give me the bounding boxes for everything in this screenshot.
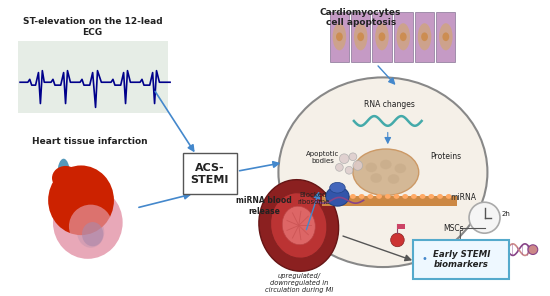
Bar — [398, 224, 405, 229]
FancyBboxPatch shape — [351, 12, 370, 62]
Ellipse shape — [437, 194, 443, 199]
Ellipse shape — [324, 194, 329, 199]
Ellipse shape — [336, 33, 343, 41]
FancyBboxPatch shape — [372, 12, 392, 62]
FancyBboxPatch shape — [436, 12, 455, 62]
Ellipse shape — [388, 174, 399, 184]
Ellipse shape — [397, 23, 410, 50]
Circle shape — [345, 166, 353, 174]
Circle shape — [349, 153, 357, 161]
Circle shape — [528, 245, 538, 255]
FancyBboxPatch shape — [415, 12, 434, 62]
Ellipse shape — [80, 166, 90, 186]
Ellipse shape — [442, 33, 449, 41]
Ellipse shape — [439, 23, 453, 50]
FancyBboxPatch shape — [329, 12, 349, 62]
Ellipse shape — [421, 33, 428, 41]
Text: upregulated/
downregulated in
circulation during MI: upregulated/ downregulated in circulatio… — [265, 273, 333, 293]
Ellipse shape — [428, 194, 434, 199]
Ellipse shape — [278, 78, 487, 267]
Ellipse shape — [370, 173, 382, 183]
Text: Early STEMI
biomarkers: Early STEMI biomarkers — [432, 250, 490, 269]
Ellipse shape — [350, 194, 356, 199]
Ellipse shape — [333, 194, 338, 199]
Ellipse shape — [367, 194, 373, 199]
Ellipse shape — [48, 165, 114, 235]
Text: Blocked
ribosome: Blocked ribosome — [297, 192, 329, 205]
Ellipse shape — [82, 222, 103, 246]
Text: Cardiomyocytes
cell apoptosis: Cardiomyocytes cell apoptosis — [320, 8, 402, 27]
Ellipse shape — [411, 194, 417, 199]
Ellipse shape — [282, 206, 315, 245]
Circle shape — [353, 161, 362, 170]
Text: miRNA blood
release: miRNA blood release — [236, 197, 292, 216]
Ellipse shape — [69, 205, 113, 248]
Ellipse shape — [57, 159, 70, 190]
Ellipse shape — [358, 33, 364, 41]
Text: Proteins: Proteins — [430, 152, 461, 161]
Text: ST-elevation on the 12-lead
ECG: ST-elevation on the 12-lead ECG — [23, 17, 162, 37]
Circle shape — [390, 233, 404, 247]
Text: Heart tissue infarction: Heart tissue infarction — [32, 137, 147, 147]
Circle shape — [339, 154, 349, 163]
Ellipse shape — [329, 182, 345, 193]
Ellipse shape — [342, 194, 347, 199]
Ellipse shape — [53, 186, 123, 259]
Text: Apoptotic
bodies: Apoptotic bodies — [306, 151, 340, 164]
Ellipse shape — [259, 180, 339, 271]
Text: RNA changes: RNA changes — [364, 100, 415, 109]
Ellipse shape — [402, 194, 408, 199]
Ellipse shape — [271, 193, 327, 258]
Circle shape — [336, 163, 343, 171]
FancyBboxPatch shape — [183, 153, 237, 194]
Ellipse shape — [400, 33, 406, 41]
Ellipse shape — [418, 23, 431, 50]
Ellipse shape — [354, 23, 367, 50]
Ellipse shape — [81, 171, 104, 191]
FancyBboxPatch shape — [413, 240, 509, 279]
Ellipse shape — [359, 194, 365, 199]
Ellipse shape — [376, 194, 382, 199]
Ellipse shape — [366, 163, 377, 172]
Text: ACS-
STEMI: ACS- STEMI — [190, 163, 229, 185]
FancyBboxPatch shape — [18, 41, 168, 113]
Ellipse shape — [375, 23, 389, 50]
Ellipse shape — [420, 194, 426, 199]
Ellipse shape — [52, 166, 79, 190]
Ellipse shape — [380, 160, 392, 169]
Ellipse shape — [394, 163, 406, 173]
Text: miRNA: miRNA — [450, 193, 476, 202]
Bar — [322, 197, 458, 206]
Ellipse shape — [385, 194, 390, 199]
Ellipse shape — [394, 194, 399, 199]
Ellipse shape — [333, 23, 346, 50]
Circle shape — [469, 202, 500, 233]
Text: MSCs: MSCs — [443, 224, 464, 234]
Ellipse shape — [446, 194, 452, 199]
FancyBboxPatch shape — [394, 12, 413, 62]
Text: 2h: 2h — [502, 211, 511, 217]
Ellipse shape — [353, 149, 419, 195]
Text: •: • — [422, 254, 427, 264]
Ellipse shape — [77, 217, 104, 248]
Ellipse shape — [326, 187, 349, 206]
Ellipse shape — [378, 33, 386, 41]
